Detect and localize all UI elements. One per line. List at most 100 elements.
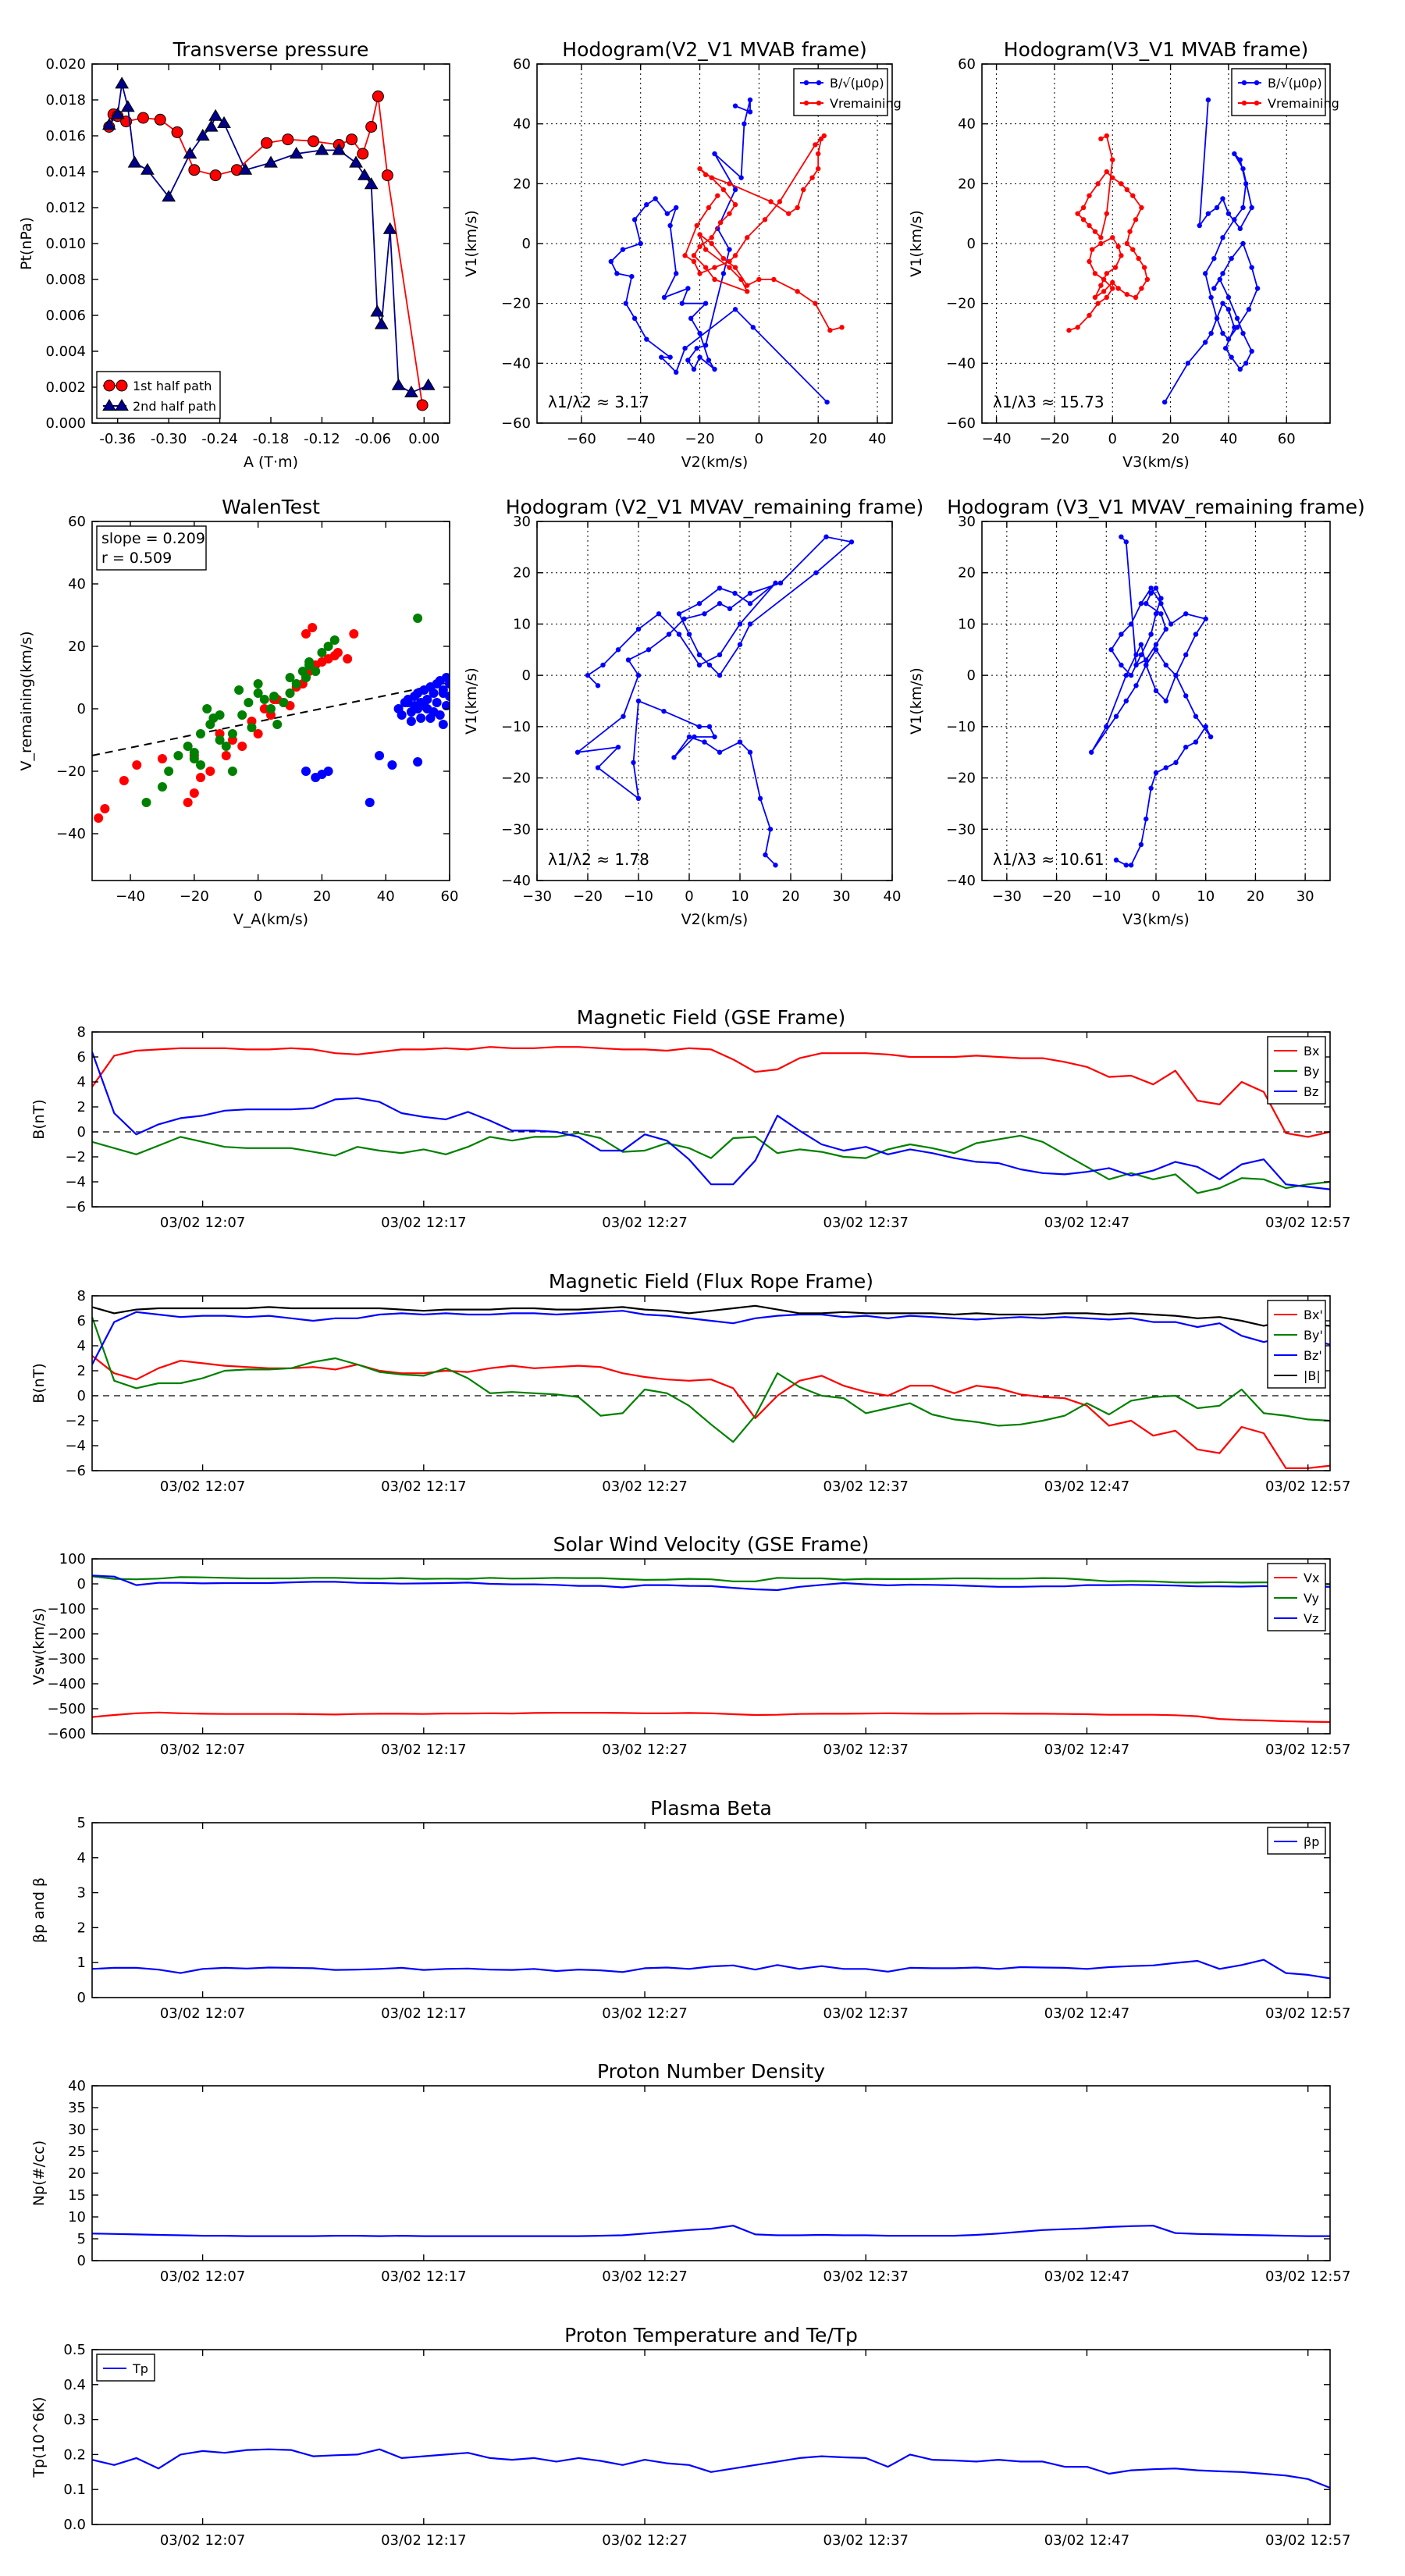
data-point-14	[1234, 315, 1240, 322]
data-point-42	[1087, 222, 1092, 229]
data-point-15	[635, 698, 642, 704]
data-point-15	[1225, 294, 1232, 301]
legend-frame	[793, 68, 888, 116]
data-point-39	[438, 720, 448, 729]
chart-density: Proton Number Density 03/02 12:07 03/02 12…	[30, 2060, 1350, 2285]
data-point-36	[1232, 151, 1237, 157]
data-point-6	[1153, 770, 1159, 776]
x-tick-label: 03/02 12:47	[1044, 1742, 1129, 1758]
x-tick-label: 20	[1161, 431, 1179, 447]
y-tick-label: −30	[501, 821, 531, 838]
data-point-47	[694, 222, 699, 229]
y-axis-label: Pt(nPa)	[18, 217, 35, 270]
data-point-24	[1234, 325, 1240, 330]
x-tick-label: 03/02 12:57	[1265, 2532, 1350, 2549]
data-point-45	[1104, 211, 1110, 216]
x-tick-label: 0	[1151, 888, 1160, 905]
data-point-23	[1104, 724, 1109, 730]
x-tick-label: 03/02 12:27	[602, 2005, 687, 2022]
y-tick-label: 0.0	[63, 2517, 86, 2533]
data-point-26	[1136, 255, 1141, 262]
data-point-33	[1124, 187, 1130, 193]
data-point-21	[1124, 291, 1130, 297]
series-line-βp	[92, 1959, 1330, 1980]
data-point-51	[656, 611, 662, 617]
y-tick-label: −40	[946, 355, 976, 372]
series-line-|B|	[92, 1304, 1330, 1327]
data-point-35	[720, 271, 727, 276]
data-point-49	[1148, 590, 1154, 596]
data-point-0	[301, 767, 311, 776]
data-point-13	[244, 698, 254, 707]
x-tick-label: 03/02 12:07	[160, 2268, 245, 2285]
data-point-24	[110, 107, 125, 119]
data-point-21	[1249, 265, 1254, 270]
data-point-53	[1153, 642, 1159, 647]
data-point-11	[712, 734, 717, 740]
data-point-32	[269, 692, 279, 701]
data-point-53	[615, 647, 621, 653]
data-point-36	[821, 133, 827, 139]
data-point-37	[189, 748, 199, 757]
y-tick-label: 2	[77, 1920, 86, 1936]
data-point-27	[1144, 662, 1149, 668]
plot-area	[92, 1046, 1330, 1194]
data-point-38	[706, 662, 713, 668]
x-axis-label: V3(km/s)	[1122, 911, 1190, 928]
data-point-3	[323, 767, 333, 776]
data-point-16	[266, 704, 276, 713]
data-point-46	[682, 253, 688, 258]
x-axis-label: V2(km/s)	[681, 911, 749, 928]
data-point-23	[1139, 286, 1144, 291]
data-point-10	[315, 143, 329, 155]
chart-title: Hodogram(V3_V1 MVAB frame)	[1004, 38, 1308, 61]
series-line-Tp	[92, 2448, 1330, 2489]
data-point-10	[221, 742, 231, 751]
data-point-26	[349, 629, 359, 639]
data-point-16	[644, 201, 649, 208]
data-point-1	[1185, 361, 1191, 366]
data-point-30	[1211, 255, 1217, 262]
data-point-38	[732, 187, 738, 193]
data-point-44	[1098, 235, 1104, 240]
data-point-38	[1249, 205, 1254, 211]
series-Vremaining	[682, 133, 845, 333]
data-point-10	[629, 273, 635, 279]
data-point-36	[1158, 600, 1164, 607]
data-point-9	[332, 143, 347, 155]
data-point-42	[1119, 662, 1124, 668]
data-point-7	[413, 757, 423, 767]
data-point-1	[750, 325, 756, 330]
data-point-17	[1211, 286, 1217, 291]
data-point-legend	[116, 379, 128, 392]
data-point-2	[1202, 340, 1208, 345]
data-point-34	[1183, 611, 1189, 617]
data-point-42	[727, 258, 732, 265]
data-point-27	[329, 635, 340, 645]
series-Vy	[92, 1575, 1330, 1585]
data-point-1	[1123, 863, 1129, 868]
data-point-24	[1123, 672, 1129, 678]
legend: Tp	[96, 2354, 155, 2382]
data-point-7	[196, 773, 206, 782]
data-point-41	[732, 253, 738, 258]
series-line-Bz'	[92, 1310, 1330, 1365]
x-tick-label: −20	[1042, 888, 1072, 905]
data-point-34	[1243, 181, 1249, 187]
x-tick-label: 03/02 12:37	[823, 2268, 909, 2285]
x-tick-label: 03/02 12:17	[381, 2532, 466, 2549]
legend: 1st half path 2nd half path	[96, 371, 221, 419]
data-point-6	[667, 354, 673, 360]
data-point-6	[364, 177, 379, 190]
data-point-31	[777, 580, 784, 586]
data-point-38	[445, 679, 450, 688]
x-tick-label: 0.00	[408, 431, 439, 447]
data-point-16	[631, 760, 636, 766]
axes-frame	[91, 1558, 1331, 1735]
y-tick-label: −40	[501, 873, 531, 889]
data-point-2	[391, 378, 406, 390]
data-point-34	[422, 704, 432, 713]
y-tick-label: 2	[77, 1099, 86, 1115]
y-tick-label: −40	[946, 873, 976, 889]
data-point-7	[357, 168, 372, 180]
